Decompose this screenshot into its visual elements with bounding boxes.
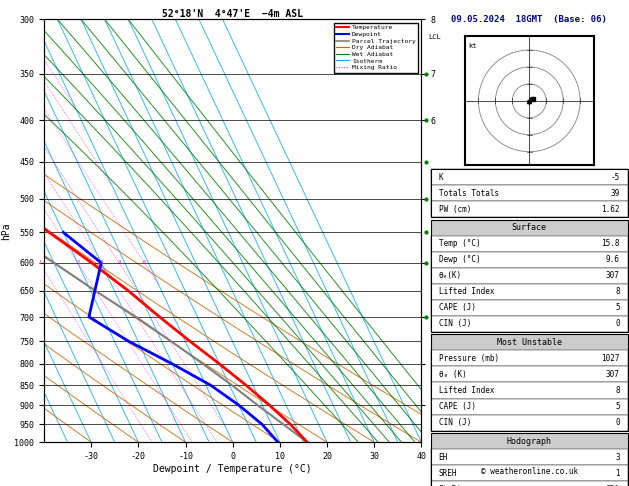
Bar — [431, 268, 628, 284]
Text: © weatheronline.co.uk: © weatheronline.co.uk — [481, 467, 578, 476]
Text: 1: 1 — [38, 260, 42, 265]
Text: EH: EH — [439, 452, 448, 462]
Y-axis label: hPa: hPa — [1, 222, 11, 240]
Text: 09.05.2024  18GMT  (Base: 06): 09.05.2024 18GMT (Base: 06) — [452, 15, 607, 24]
Text: LCL: LCL — [428, 35, 441, 40]
Text: CAPE (J): CAPE (J) — [439, 303, 476, 312]
Text: Temp (°C): Temp (°C) — [439, 239, 481, 248]
Text: 39: 39 — [611, 189, 620, 198]
Text: θₑ(K): θₑ(K) — [439, 271, 462, 280]
Bar — [431, 350, 628, 366]
X-axis label: Dewpoint / Temperature (°C): Dewpoint / Temperature (°C) — [153, 464, 312, 474]
Text: 1027: 1027 — [601, 354, 620, 363]
Text: Most Unstable: Most Unstable — [497, 338, 562, 347]
Bar — [431, 481, 628, 486]
Text: K: K — [439, 173, 443, 182]
Text: Hodograph: Hodograph — [507, 436, 552, 446]
Text: 307: 307 — [606, 370, 620, 379]
Text: Lifted Index: Lifted Index — [439, 287, 494, 296]
Bar — [431, 316, 628, 332]
Text: -5: -5 — [611, 173, 620, 182]
Text: PW (cm): PW (cm) — [439, 205, 471, 214]
Bar — [431, 382, 628, 399]
Bar — [431, 300, 628, 316]
Bar — [431, 433, 628, 449]
Bar — [431, 185, 628, 201]
Text: 15.8: 15.8 — [601, 239, 620, 248]
Bar — [431, 284, 628, 300]
Text: CAPE (J): CAPE (J) — [439, 402, 476, 411]
Title: 52°18'N  4°47'E  −4m ASL: 52°18'N 4°47'E −4m ASL — [162, 9, 303, 18]
Text: CIN (J): CIN (J) — [439, 418, 471, 427]
Bar — [431, 236, 628, 252]
Text: 65°: 65° — [606, 485, 620, 486]
Text: 1: 1 — [615, 469, 620, 478]
Bar — [431, 220, 628, 236]
Text: 6: 6 — [143, 260, 146, 265]
Bar — [431, 465, 628, 481]
Y-axis label: km
ASL: km ASL — [438, 224, 458, 238]
Text: Surface: Surface — [512, 223, 547, 232]
Text: 1.62: 1.62 — [601, 205, 620, 214]
Text: 8: 8 — [615, 287, 620, 296]
Text: 3: 3 — [100, 260, 103, 265]
Text: kt: kt — [469, 43, 477, 49]
Text: Pressure (mb): Pressure (mb) — [439, 354, 499, 363]
Text: 5: 5 — [615, 303, 620, 312]
Text: Lifted Index: Lifted Index — [439, 386, 494, 395]
Bar — [431, 252, 628, 268]
Bar — [431, 449, 628, 465]
Text: SREH: SREH — [439, 469, 457, 478]
Text: θₑ (K): θₑ (K) — [439, 370, 467, 379]
Text: CIN (J): CIN (J) — [439, 319, 471, 329]
Bar — [431, 415, 628, 431]
Text: 307: 307 — [606, 271, 620, 280]
Bar — [431, 169, 628, 185]
Text: 9.6: 9.6 — [606, 255, 620, 264]
Legend: Temperature, Dewpoint, Parcel Trajectory, Dry Adiabat, Wet Adiabat, Isotherm, Mi: Temperature, Dewpoint, Parcel Trajectory… — [334, 22, 418, 73]
Text: 0: 0 — [615, 319, 620, 329]
Text: 0: 0 — [615, 418, 620, 427]
Text: 5: 5 — [615, 402, 620, 411]
Bar — [431, 334, 628, 350]
Text: 8: 8 — [615, 386, 620, 395]
Text: Dewp (°C): Dewp (°C) — [439, 255, 481, 264]
Text: StmDir: StmDir — [439, 485, 467, 486]
Text: Totals Totals: Totals Totals — [439, 189, 499, 198]
Text: 4: 4 — [117, 260, 121, 265]
Text: 2: 2 — [76, 260, 79, 265]
Bar — [431, 366, 628, 382]
Text: 3: 3 — [615, 452, 620, 462]
Bar — [431, 201, 628, 217]
Bar — [431, 399, 628, 415]
